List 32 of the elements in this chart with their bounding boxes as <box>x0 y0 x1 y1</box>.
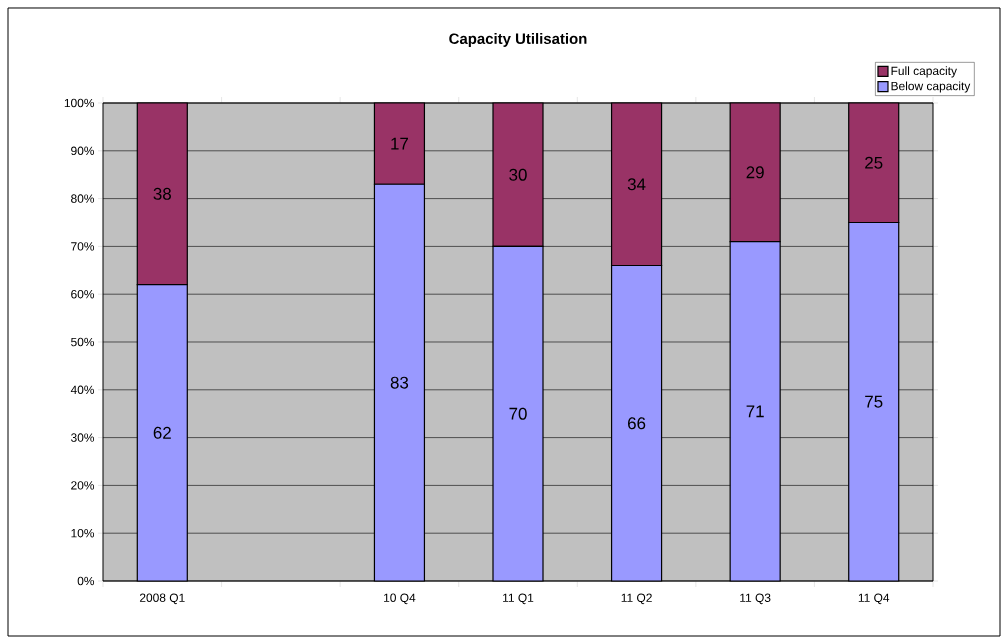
y-tick-label: 100% <box>64 98 95 108</box>
y-tick-label: 10% <box>71 528 95 538</box>
y-tick-label: 50% <box>71 337 95 347</box>
y-tick-label: 80% <box>71 194 95 203</box>
x-tick-label: 11 Q4 <box>858 593 890 605</box>
x-tick-label: 11 Q2 <box>621 593 652 605</box>
x-tick-label: 10 Q4 <box>384 593 416 605</box>
data-label: 25 <box>865 156 883 169</box>
x-tick-label: 2008 Q1 <box>139 593 185 605</box>
data-label: 34 <box>627 178 646 191</box>
x-tick-label: 11 Q3 <box>740 593 771 605</box>
y-tick-label: 0% <box>77 576 95 586</box>
legend-label: Below capacity <box>891 81 971 93</box>
legend-label: Full capacity <box>891 66 957 78</box>
y-tick-label: 30% <box>71 433 95 442</box>
data-label: 83 <box>390 376 409 389</box>
chart-title: Capacity Utilisation <box>449 33 587 47</box>
y-tick-label: 20% <box>71 481 95 490</box>
data-label: 29 <box>746 166 764 179</box>
data-label: 66 <box>628 417 646 430</box>
y-tick-label: 40% <box>70 385 95 395</box>
y-tick-label: 60% <box>71 289 95 299</box>
data-label: 30 <box>509 168 527 181</box>
data-label: 75 <box>865 395 883 408</box>
data-label: 38 <box>153 187 171 200</box>
y-tick-label: 70% <box>71 242 95 251</box>
data-label: 17 <box>391 137 408 150</box>
data-label: 70 <box>509 407 527 420</box>
y-tick-label: 90% <box>71 146 95 156</box>
x-tick-label: 11 Q1 <box>503 593 534 605</box>
data-label: 71 <box>746 405 764 418</box>
data-label: 62 <box>153 426 171 439</box>
